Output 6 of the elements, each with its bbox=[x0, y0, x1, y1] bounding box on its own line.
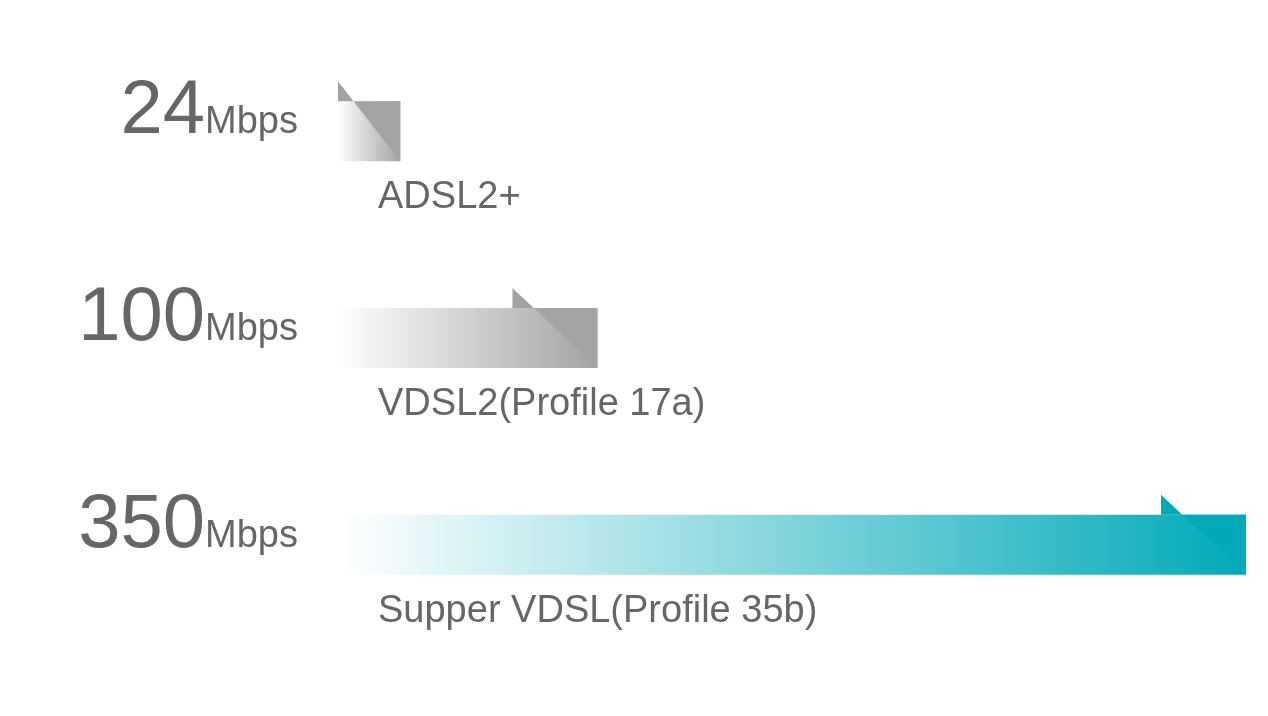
data-label: 350Mbps bbox=[78, 477, 298, 563]
y-tick-label: VDSL2(Profile 17a) bbox=[378, 381, 706, 424]
y-tick-label: Supper VDSL(Profile 35b) bbox=[378, 587, 818, 631]
data-label: 24Mbps bbox=[120, 64, 298, 150]
y-tick-label: ADSL2+ bbox=[378, 174, 521, 218]
data-label: 100Mbps bbox=[78, 271, 298, 356]
